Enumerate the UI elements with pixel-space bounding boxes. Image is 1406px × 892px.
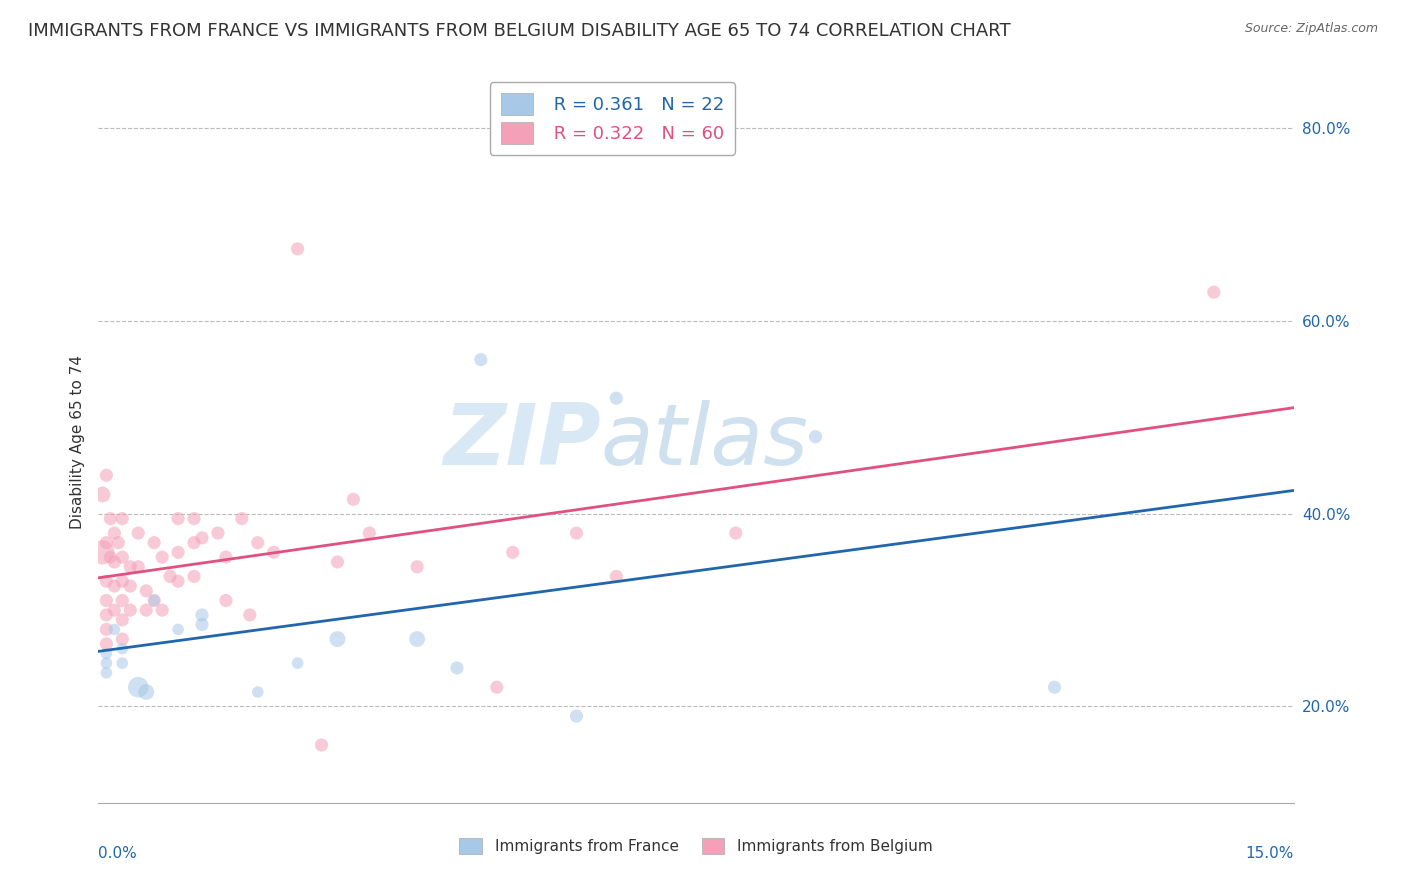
Point [311, 738, 333, 752]
Point [111, 632, 134, 646]
Point [231, 511, 253, 525]
Point [111, 641, 134, 656]
Point [183, 511, 205, 525]
Point [91, 545, 114, 559]
Point [98, 511, 122, 525]
Point [326, 632, 349, 646]
Point [143, 535, 166, 549]
Point [287, 656, 309, 670]
Point [191, 617, 214, 632]
Point [167, 574, 190, 589]
Point [263, 545, 285, 559]
Point [135, 583, 157, 598]
Text: 0.0%: 0.0% [98, 847, 138, 861]
Point [96, 637, 118, 651]
Point [96, 593, 118, 607]
Point [111, 574, 134, 589]
Point [326, 555, 349, 569]
Text: IMMIGRANTS FROM FRANCE VS IMMIGRANTS FROM BELGIUM DISABILITY AGE 65 TO 74 CORREL: IMMIGRANTS FROM FRANCE VS IMMIGRANTS FRO… [28, 22, 1011, 40]
Point [342, 492, 364, 507]
Point [446, 661, 468, 675]
Point [565, 526, 588, 541]
Point [127, 680, 149, 694]
Point [103, 526, 125, 541]
Point [111, 656, 134, 670]
Point [127, 559, 149, 574]
Point [96, 574, 118, 589]
Point [103, 623, 125, 637]
Point [724, 526, 747, 541]
Point [167, 545, 190, 559]
Point [111, 593, 134, 607]
Point [120, 579, 142, 593]
Point [127, 526, 149, 541]
Point [135, 685, 157, 699]
Point [150, 603, 173, 617]
Point [111, 613, 134, 627]
Point [406, 559, 429, 574]
Point [96, 623, 118, 637]
Point [207, 526, 229, 541]
Point [191, 607, 214, 622]
Point [565, 709, 588, 723]
Point [96, 535, 118, 549]
Point [143, 593, 166, 607]
Y-axis label: Disability Age 65 to 74: Disability Age 65 to 74 [69, 354, 84, 529]
Point [1043, 680, 1066, 694]
Point [111, 550, 134, 565]
Point [91, 487, 114, 501]
Point [120, 603, 142, 617]
Point [359, 526, 381, 541]
Point [1202, 285, 1225, 300]
Point [150, 550, 173, 565]
Point [502, 545, 524, 559]
Point [470, 352, 492, 367]
Point [96, 656, 118, 670]
Point [239, 607, 262, 622]
Point [485, 680, 508, 694]
Point [605, 569, 627, 583]
Point [406, 632, 429, 646]
Point [215, 550, 238, 565]
Text: Source: ZipAtlas.com: Source: ZipAtlas.com [1244, 22, 1378, 36]
Point [103, 555, 125, 569]
Point [167, 623, 190, 637]
Point [96, 468, 118, 483]
Text: ZIP: ZIP [443, 400, 600, 483]
Point [191, 531, 214, 545]
Point [605, 391, 627, 405]
Point [98, 550, 122, 565]
Point [135, 603, 157, 617]
Point [246, 685, 269, 699]
Point [183, 569, 205, 583]
Point [804, 430, 827, 444]
Point [96, 647, 118, 661]
Point [107, 535, 129, 549]
Text: 15.0%: 15.0% [1246, 847, 1294, 861]
Point [143, 593, 166, 607]
Point [215, 593, 238, 607]
Point [120, 559, 142, 574]
Point [96, 607, 118, 622]
Point [96, 665, 118, 680]
Point [287, 242, 309, 256]
Legend: Immigrants from France, Immigrants from Belgium: Immigrants from France, Immigrants from … [453, 832, 939, 860]
Point [246, 535, 269, 549]
Point [183, 535, 205, 549]
Point [103, 579, 125, 593]
Point [103, 603, 125, 617]
Point [111, 511, 134, 525]
Point [167, 511, 190, 525]
Point [159, 569, 181, 583]
Text: atlas: atlas [600, 400, 808, 483]
